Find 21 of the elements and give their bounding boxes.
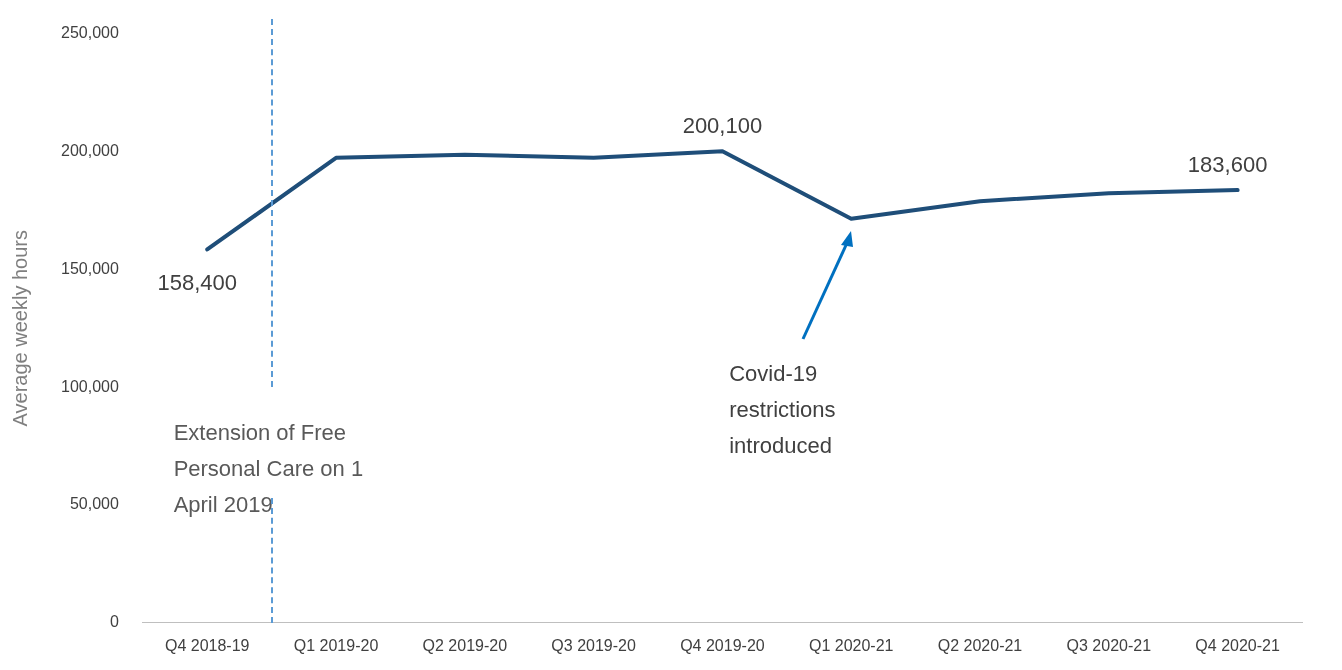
x-tick-label: Q3 2019-20 [551,636,636,654]
x-tick-label: Q2 2019-20 [422,636,508,654]
y-tick-label: 150,000 [60,259,119,277]
x-tick-label: Q3 2020-21 [1066,636,1152,654]
y-tick-label: 200,000 [60,141,119,159]
y-tick-label: 100,000 [60,377,119,395]
annotation: Covid-19 restrictions introduced [729,361,836,459]
x-tick-label: Q1 2020-21 [808,636,894,654]
y-tick-label: 0 [109,613,119,631]
y-tick-label: 50,000 [69,495,119,513]
x-tick-label: Q4 2018-19 [164,636,250,654]
y-axis-title: Average weekly hours [8,230,31,427]
data-label: 183,600 [1187,152,1268,178]
x-tick-label: Q1 2019-20 [293,636,379,654]
x-tick-label: Q2 2020-21 [937,636,1023,654]
x-tick-label: Q4 2020-21 [1195,636,1280,654]
data-label: 200,100 [682,113,763,139]
x-tick-label: Q4 2019-20 [680,636,765,654]
data-label: 158,400 [157,269,237,295]
y-tick-label: 250,000 [60,24,119,42]
annotation: Extension of Free Personal Care on 1 April 2019 [173,420,364,518]
